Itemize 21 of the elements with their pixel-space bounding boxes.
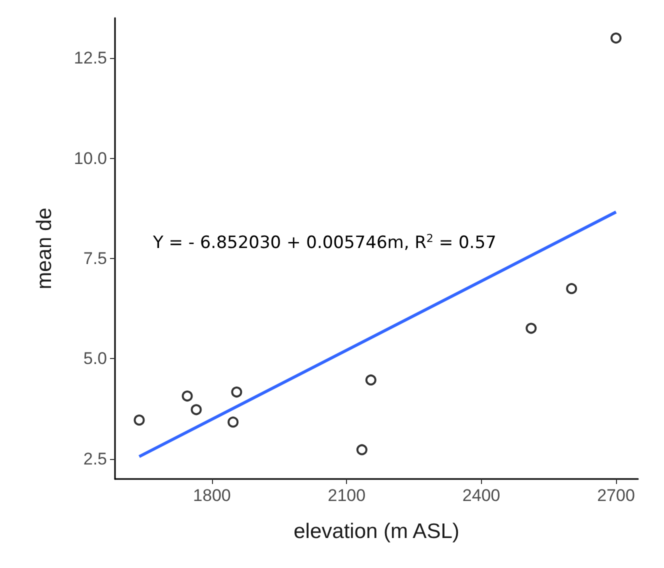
y-tick-label: 10.0 — [74, 148, 107, 168]
x-tick-label: 2100 — [328, 486, 366, 505]
point — [526, 322, 537, 334]
y-tick-label: 2.5 — [83, 449, 107, 468]
point — [134, 414, 145, 426]
y-tick-label: 12.5 — [74, 48, 107, 68]
point — [182, 390, 193, 402]
y-axis-title: mean de — [33, 208, 56, 290]
x-tick-label: 1800 — [193, 486, 231, 505]
x-axis-title: elevation (m ASL) — [294, 520, 460, 543]
y-tick-label: 7.5 — [83, 249, 107, 268]
x-tick-label: 2700 — [597, 486, 635, 505]
x-tick-label: 2400 — [462, 486, 500, 505]
point — [190, 404, 202, 416]
point — [365, 374, 376, 386]
point — [228, 416, 239, 428]
y-tick-label: 5.0 — [83, 349, 107, 368]
point — [610, 32, 622, 44]
point — [566, 283, 578, 294]
point — [231, 386, 242, 398]
point — [356, 444, 368, 456]
